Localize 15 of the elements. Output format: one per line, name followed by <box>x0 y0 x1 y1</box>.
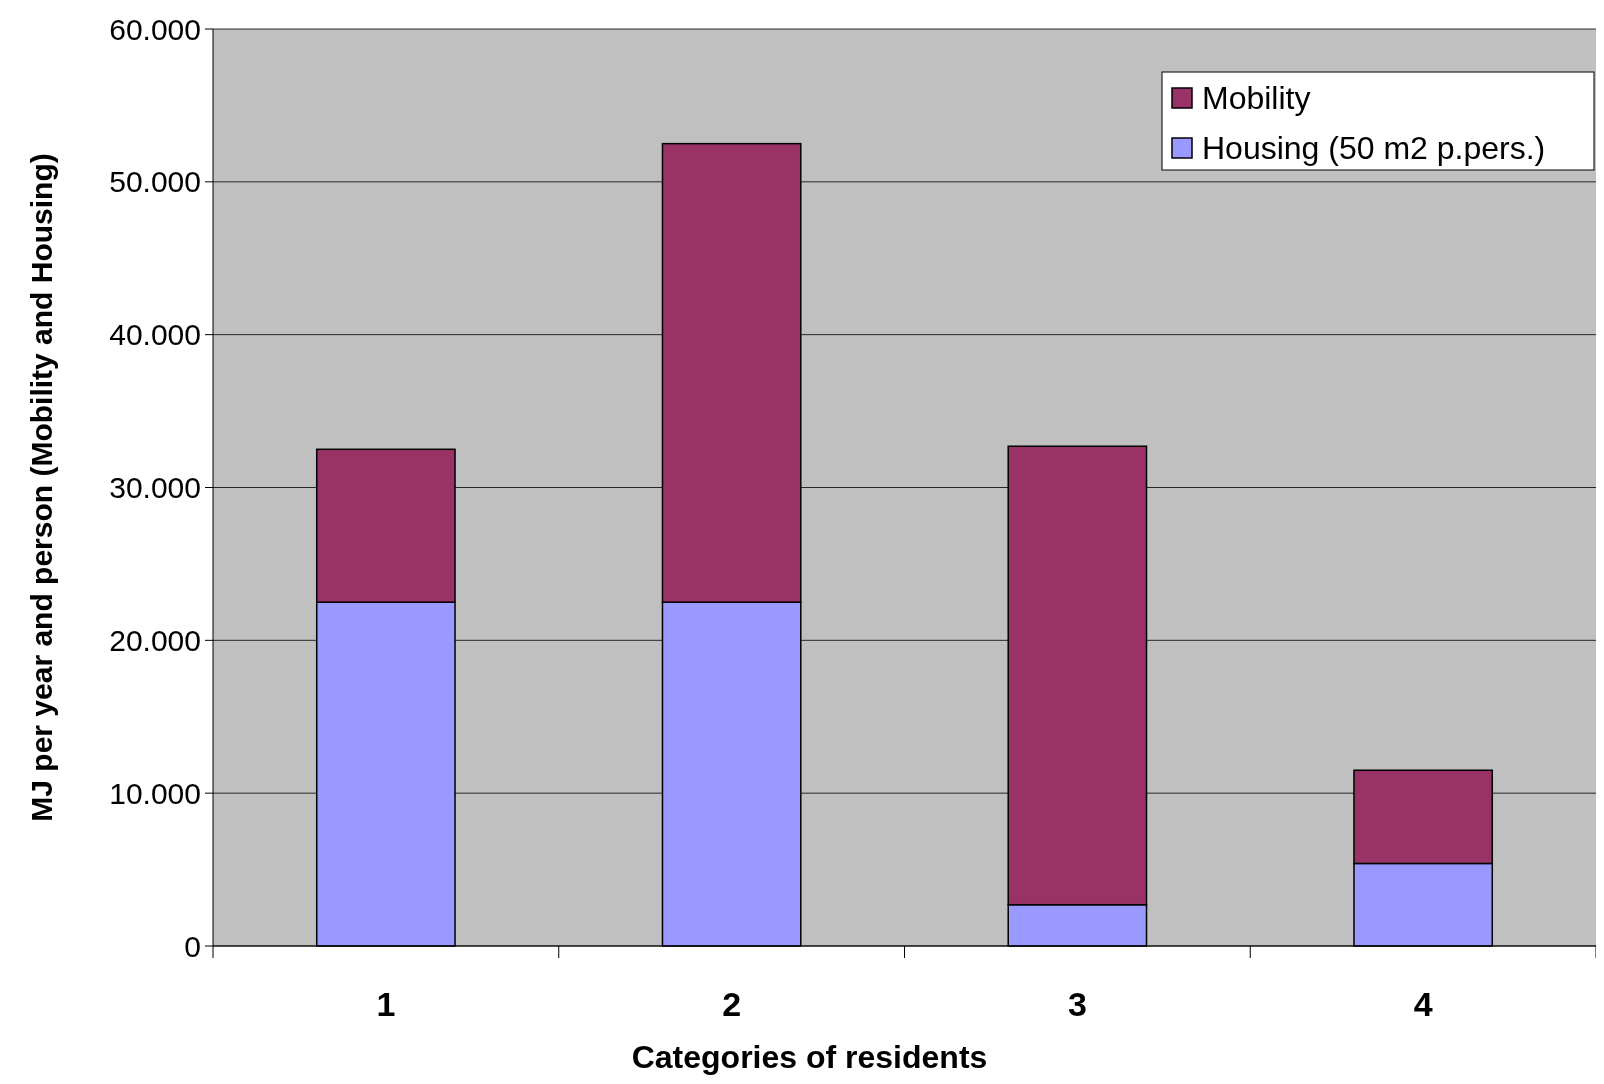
y-tick-label: 30.000 <box>109 471 201 504</box>
x-tick-label: 3 <box>1067 985 1087 1023</box>
y-tick-label: 50.000 <box>109 165 201 199</box>
legend-label: Mobility <box>1202 80 1311 117</box>
y-tick-label: 20.000 <box>109 623 201 657</box>
legend-label: Housing (50 m2 p.pers.) <box>1202 130 1546 167</box>
x-tick-label: 2 <box>722 985 742 1023</box>
y-tick-label: 40.000 <box>109 318 201 352</box>
x-tick-label: 1 <box>376 985 396 1023</box>
y-tick-label: 10.000 <box>109 776 201 810</box>
x-tick-label: 4 <box>1413 985 1433 1023</box>
y-tick-label: 60.000 <box>109 12 201 46</box>
y-axis-title: MJ per year and person (Mobility and Housing) <box>25 153 58 822</box>
x-axis-title: Categories of residents <box>631 1039 988 1075</box>
y-tick-label: 0 <box>184 929 201 963</box>
